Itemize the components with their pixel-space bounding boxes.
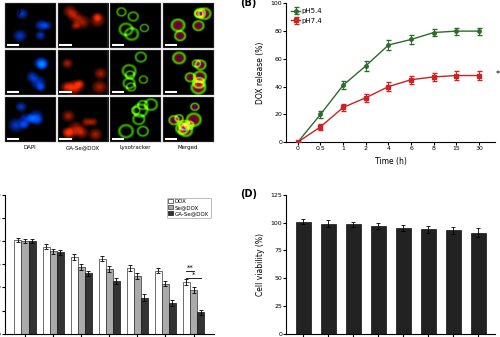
Bar bbox=[371, 226, 386, 334]
Bar bbox=[396, 228, 410, 334]
Bar bbox=[127, 268, 134, 334]
Bar bbox=[155, 271, 162, 334]
Bar bbox=[321, 224, 336, 334]
Bar bbox=[106, 269, 113, 334]
Bar bbox=[28, 241, 35, 334]
Bar bbox=[22, 241, 29, 334]
Bar bbox=[78, 267, 84, 334]
Bar bbox=[346, 224, 361, 334]
Y-axis label: DOX release (%): DOX release (%) bbox=[256, 41, 265, 104]
Bar bbox=[141, 298, 148, 334]
Bar bbox=[169, 303, 176, 334]
Bar bbox=[296, 221, 311, 334]
Bar bbox=[98, 259, 105, 334]
Bar bbox=[162, 284, 169, 334]
Y-axis label: Cell viability (%): Cell viability (%) bbox=[256, 233, 265, 296]
Bar bbox=[470, 233, 486, 334]
Text: *: * bbox=[192, 272, 195, 278]
Bar bbox=[70, 257, 78, 334]
Text: **: ** bbox=[186, 264, 194, 270]
Bar bbox=[42, 247, 50, 334]
Bar bbox=[56, 252, 64, 334]
Legend: pH5.4, pH7.4: pH5.4, pH7.4 bbox=[288, 5, 326, 27]
Text: (B): (B) bbox=[240, 0, 257, 8]
Bar bbox=[50, 251, 56, 334]
Bar bbox=[84, 274, 91, 334]
Bar bbox=[14, 240, 21, 334]
Bar bbox=[197, 312, 204, 334]
X-axis label: Lysotracker: Lysotracker bbox=[120, 145, 152, 150]
Bar bbox=[113, 281, 120, 334]
Text: (A): (A) bbox=[5, 5, 21, 15]
Bar bbox=[134, 276, 141, 334]
Text: (D): (D) bbox=[240, 189, 258, 199]
X-axis label: GA-Se@DOX: GA-Se@DOX bbox=[66, 145, 100, 150]
Bar bbox=[420, 229, 436, 334]
Legend: DOX, Se@DOX, GA-Se@DOX: DOX, Se@DOX, GA-Se@DOX bbox=[166, 197, 210, 218]
X-axis label: Time (h): Time (h) bbox=[375, 157, 406, 166]
Bar bbox=[190, 290, 197, 334]
Bar bbox=[183, 282, 190, 334]
Bar bbox=[446, 231, 460, 334]
X-axis label: Merged: Merged bbox=[178, 145, 199, 150]
Text: **: ** bbox=[496, 70, 500, 79]
X-axis label: DAPI: DAPI bbox=[24, 145, 36, 150]
